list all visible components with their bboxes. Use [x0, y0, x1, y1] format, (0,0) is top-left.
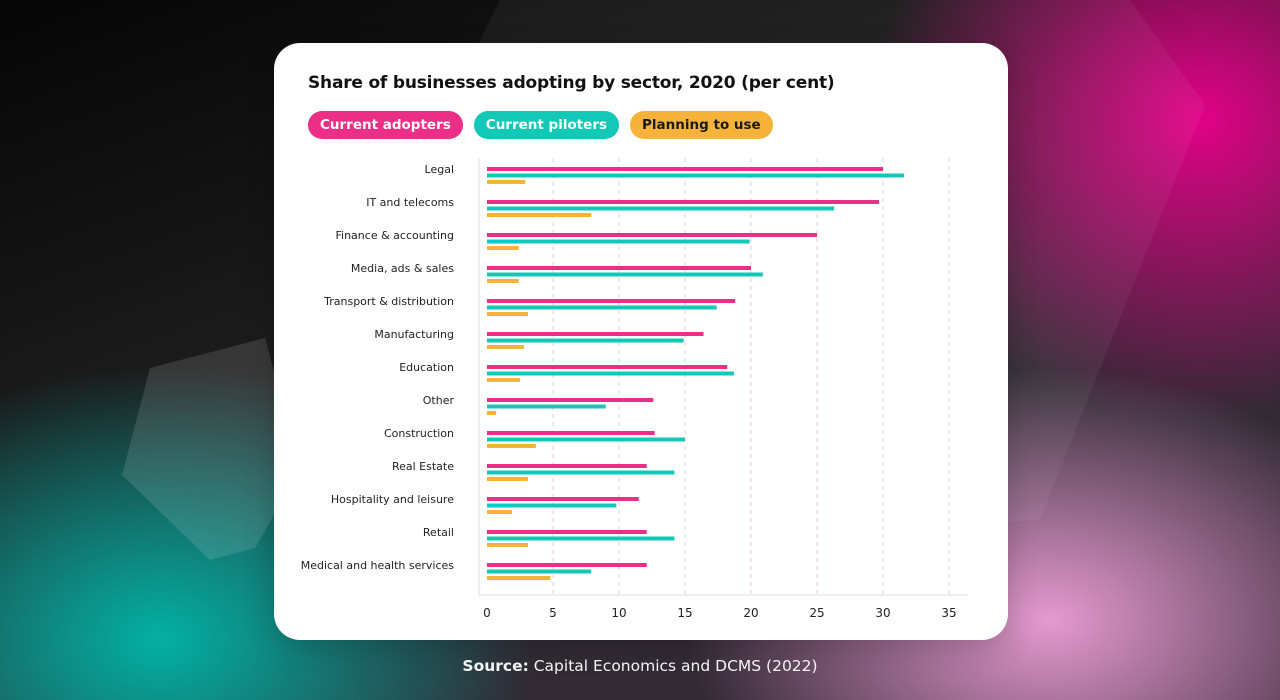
bar-current-piloters-other [487, 404, 606, 409]
bar-current-adopters-transport-and-distribution [487, 299, 736, 303]
bar-current-piloters-transport-and-distribution [487, 305, 717, 310]
bar-planning-to-use-medical-and-health-services [487, 576, 551, 580]
background-hexagon-small [122, 338, 300, 560]
source-label: Source: [462, 657, 529, 675]
x-tick-label-20: 20 [743, 606, 758, 620]
bar-chart: 0 5 10 15 20 25 30 35 Legal IT and telecoms Financ… [301, 158, 968, 620]
category-label-other: Other [423, 394, 455, 407]
bar-current-adopters-manufacturing [487, 332, 704, 336]
bar-current-piloters-it-and-telecoms [487, 206, 835, 211]
bar-current-adopters-hospitality-and-leisure [487, 497, 639, 501]
legend-planning-to-use: Planning to use [630, 111, 773, 139]
chart-title: Share of businesses adopting by sector, … [308, 73, 835, 93]
x-tick-label-5: 5 [549, 606, 557, 620]
bar-current-adopters-real-estate [487, 464, 647, 468]
bar-current-adopters-other [487, 398, 654, 402]
x-tick-label-15: 15 [677, 606, 692, 620]
bar-planning-to-use-retail [487, 543, 528, 547]
category-label-legal: Legal [425, 163, 454, 176]
bar-planning-to-use-manufacturing [487, 345, 524, 349]
bar-planning-to-use-transport-and-distribution [487, 312, 528, 316]
x-tick-label-30: 30 [875, 606, 890, 620]
bar-current-piloters-legal [487, 173, 905, 178]
x-tick-label-25: 25 [809, 606, 824, 620]
bar-current-adopters-it-and-telecoms [487, 200, 880, 204]
x-tick-label-35: 35 [941, 606, 956, 620]
bar-planning-to-use-legal [487, 180, 526, 184]
bar-current-adopters-construction [487, 431, 655, 435]
bar-current-piloters-education [487, 371, 734, 376]
source-text: Capital Economics and DCMS (2022) [533, 657, 818, 675]
legend-current-adopters: Current adopters [308, 111, 463, 139]
bar-current-piloters-real-estate [487, 470, 675, 475]
bar-current-piloters-construction [487, 437, 685, 442]
bar-current-piloters-retail [487, 536, 675, 541]
category-label-construction: Construction [384, 427, 454, 440]
bar-planning-to-use-media-ads-and-sales [487, 279, 519, 283]
bar-current-adopters-medical-and-health-services [487, 563, 647, 567]
legend-current-piloters: Current piloters [473, 111, 620, 139]
bar-planning-to-use-other [487, 411, 497, 415]
chart-card: Share of businesses adopting by sector, … [274, 43, 1008, 640]
bar-planning-to-use-real-estate [487, 477, 528, 481]
category-label-transport-and-distribution: Transport & distribution [323, 295, 454, 308]
bar-planning-to-use-education [487, 378, 520, 382]
bar-current-adopters-education [487, 365, 728, 369]
bar-planning-to-use-construction [487, 444, 536, 448]
category-label-medical-and-health-services: Medical and health services [301, 559, 455, 572]
bar-current-piloters-media-ads-and-sales [487, 272, 763, 277]
category-label-it-and-telecoms: IT and telecoms [366, 196, 454, 209]
category-label-hospitality-and-leisure: Hospitality and leisure [331, 493, 454, 506]
bar-planning-to-use-finance-and-accounting [487, 246, 519, 250]
category-label-education: Education [399, 361, 454, 374]
bar-current-adopters-retail [487, 530, 647, 534]
bar-current-piloters-medical-and-health-services [487, 569, 592, 574]
x-tick-label-10: 10 [611, 606, 626, 620]
bar-current-adopters-media-ads-and-sales [487, 266, 751, 270]
bar-current-adopters-legal [487, 167, 883, 171]
x-tick-label-0: 0 [483, 606, 491, 620]
legend: Current adopters Current piloters Planni… [308, 111, 773, 139]
bar-current-piloters-hospitality-and-leisure [487, 503, 617, 508]
source-caption: Source: Capital Economics and DCMS (2022… [0, 657, 1280, 675]
category-label-finance-and-accounting: Finance & accounting [336, 229, 455, 242]
category-label-manufacturing: Manufacturing [374, 328, 454, 341]
category-label-real-estate: Real Estate [392, 460, 454, 473]
category-label-retail: Retail [423, 526, 454, 539]
category-label-media-ads-and-sales: Media, ads & sales [351, 262, 454, 275]
bar-current-piloters-finance-and-accounting [487, 239, 750, 244]
bar-planning-to-use-it-and-telecoms [487, 213, 592, 217]
bar-planning-to-use-hospitality-and-leisure [487, 510, 513, 514]
bar-current-adopters-finance-and-accounting [487, 233, 817, 237]
bar-current-piloters-manufacturing [487, 338, 684, 343]
